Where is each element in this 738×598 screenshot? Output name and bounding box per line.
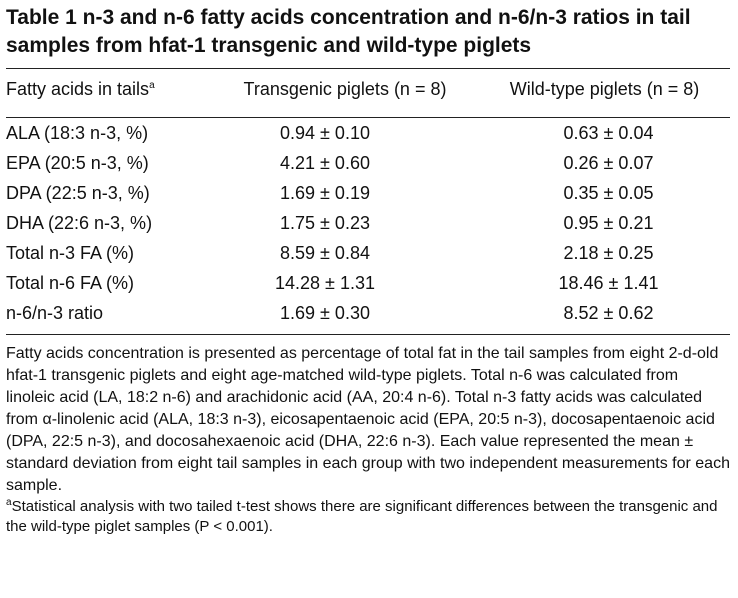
footnote: aStatistical analysis with two tailed t-…: [6, 497, 730, 537]
header-transgenic: Transgenic piglets (n = 8): [211, 69, 479, 109]
header-wildtype: Wild-type piglets (n = 8): [479, 69, 730, 109]
row-label: EPA (20:5 n-3, %): [6, 148, 211, 178]
table-row: DHA (22:6 n-3, %) 1.75 ± 0.23 0.95 ± 0.2…: [6, 208, 730, 238]
notes-paragraph: Fatty acids concentration is presented a…: [6, 343, 730, 497]
wildtype-value: 8.52 ± 0.62: [564, 303, 654, 324]
wildtype-value: 0.35 ± 0.05: [564, 183, 654, 204]
wildtype-value: 0.26 ± 0.07: [564, 153, 654, 174]
table-row: DPA (22:5 n-3, %) 1.69 ± 0.19 0.35 ± 0.0…: [6, 178, 730, 208]
wildtype-value: 2.18 ± 0.25: [564, 243, 654, 264]
transgenic-value: 1.69 ± 0.19: [280, 183, 370, 204]
row-label: ALA (18:3 n-3, %): [6, 118, 211, 148]
fatty-acids-table: Fatty acids in tailsa Transgenic piglets…: [6, 69, 730, 328]
transgenic-value: 1.75 ± 0.23: [280, 213, 370, 234]
transgenic-value: 1.69 ± 0.30: [280, 303, 370, 324]
row-label: Total n-3 FA (%): [6, 238, 211, 268]
wildtype-value: 0.63 ± 0.04: [564, 123, 654, 144]
table-row: EPA (20:5 n-3, %) 4.21 ± 0.60 0.26 ± 0.0…: [6, 148, 730, 178]
row-label: DHA (22:6 n-3, %): [6, 208, 211, 238]
table-notes: Fatty acids concentration is presented a…: [6, 343, 730, 537]
header-row: Fatty acids in tailsa Transgenic piglets…: [6, 69, 730, 109]
footnote-text: Statistical analysis with two tailed t-t…: [6, 498, 718, 535]
table-row: Total n-3 FA (%) 8.59 ± 0.84 2.18 ± 0.25: [6, 238, 730, 268]
header-footnote-marker: a: [149, 80, 155, 91]
table-row: Total n-6 FA (%) 14.28 ± 1.31 18.46 ± 1.…: [6, 268, 730, 298]
transgenic-value: 14.28 ± 1.31: [275, 273, 375, 294]
table-row: ALA (18:3 n-3, %) 0.94 ± 0.10 0.63 ± 0.0…: [6, 118, 730, 148]
wildtype-value: 0.95 ± 0.21: [564, 213, 654, 234]
transgenic-value: 4.21 ± 0.60: [280, 153, 370, 174]
wildtype-value: 18.46 ± 1.41: [559, 273, 659, 294]
bottom-rule: [6, 334, 730, 335]
table-title: Table 1 n-3 and n-6 fatty acids concentr…: [6, 4, 730, 60]
transgenic-value: 0.94 ± 0.10: [280, 123, 370, 144]
row-label: Total n-6 FA (%): [6, 268, 211, 298]
row-label: n-6/n-3 ratio: [6, 298, 211, 328]
table-row: n-6/n-3 ratio 1.69 ± 0.30 8.52 ± 0.62: [6, 298, 730, 328]
table-figure: Table 1 n-3 and n-6 fatty acids concentr…: [6, 4, 730, 537]
header-fatty-acids: Fatty acids in tailsa: [6, 69, 211, 109]
transgenic-value: 8.59 ± 0.84: [280, 243, 370, 264]
row-label: DPA (22:5 n-3, %): [6, 178, 211, 208]
